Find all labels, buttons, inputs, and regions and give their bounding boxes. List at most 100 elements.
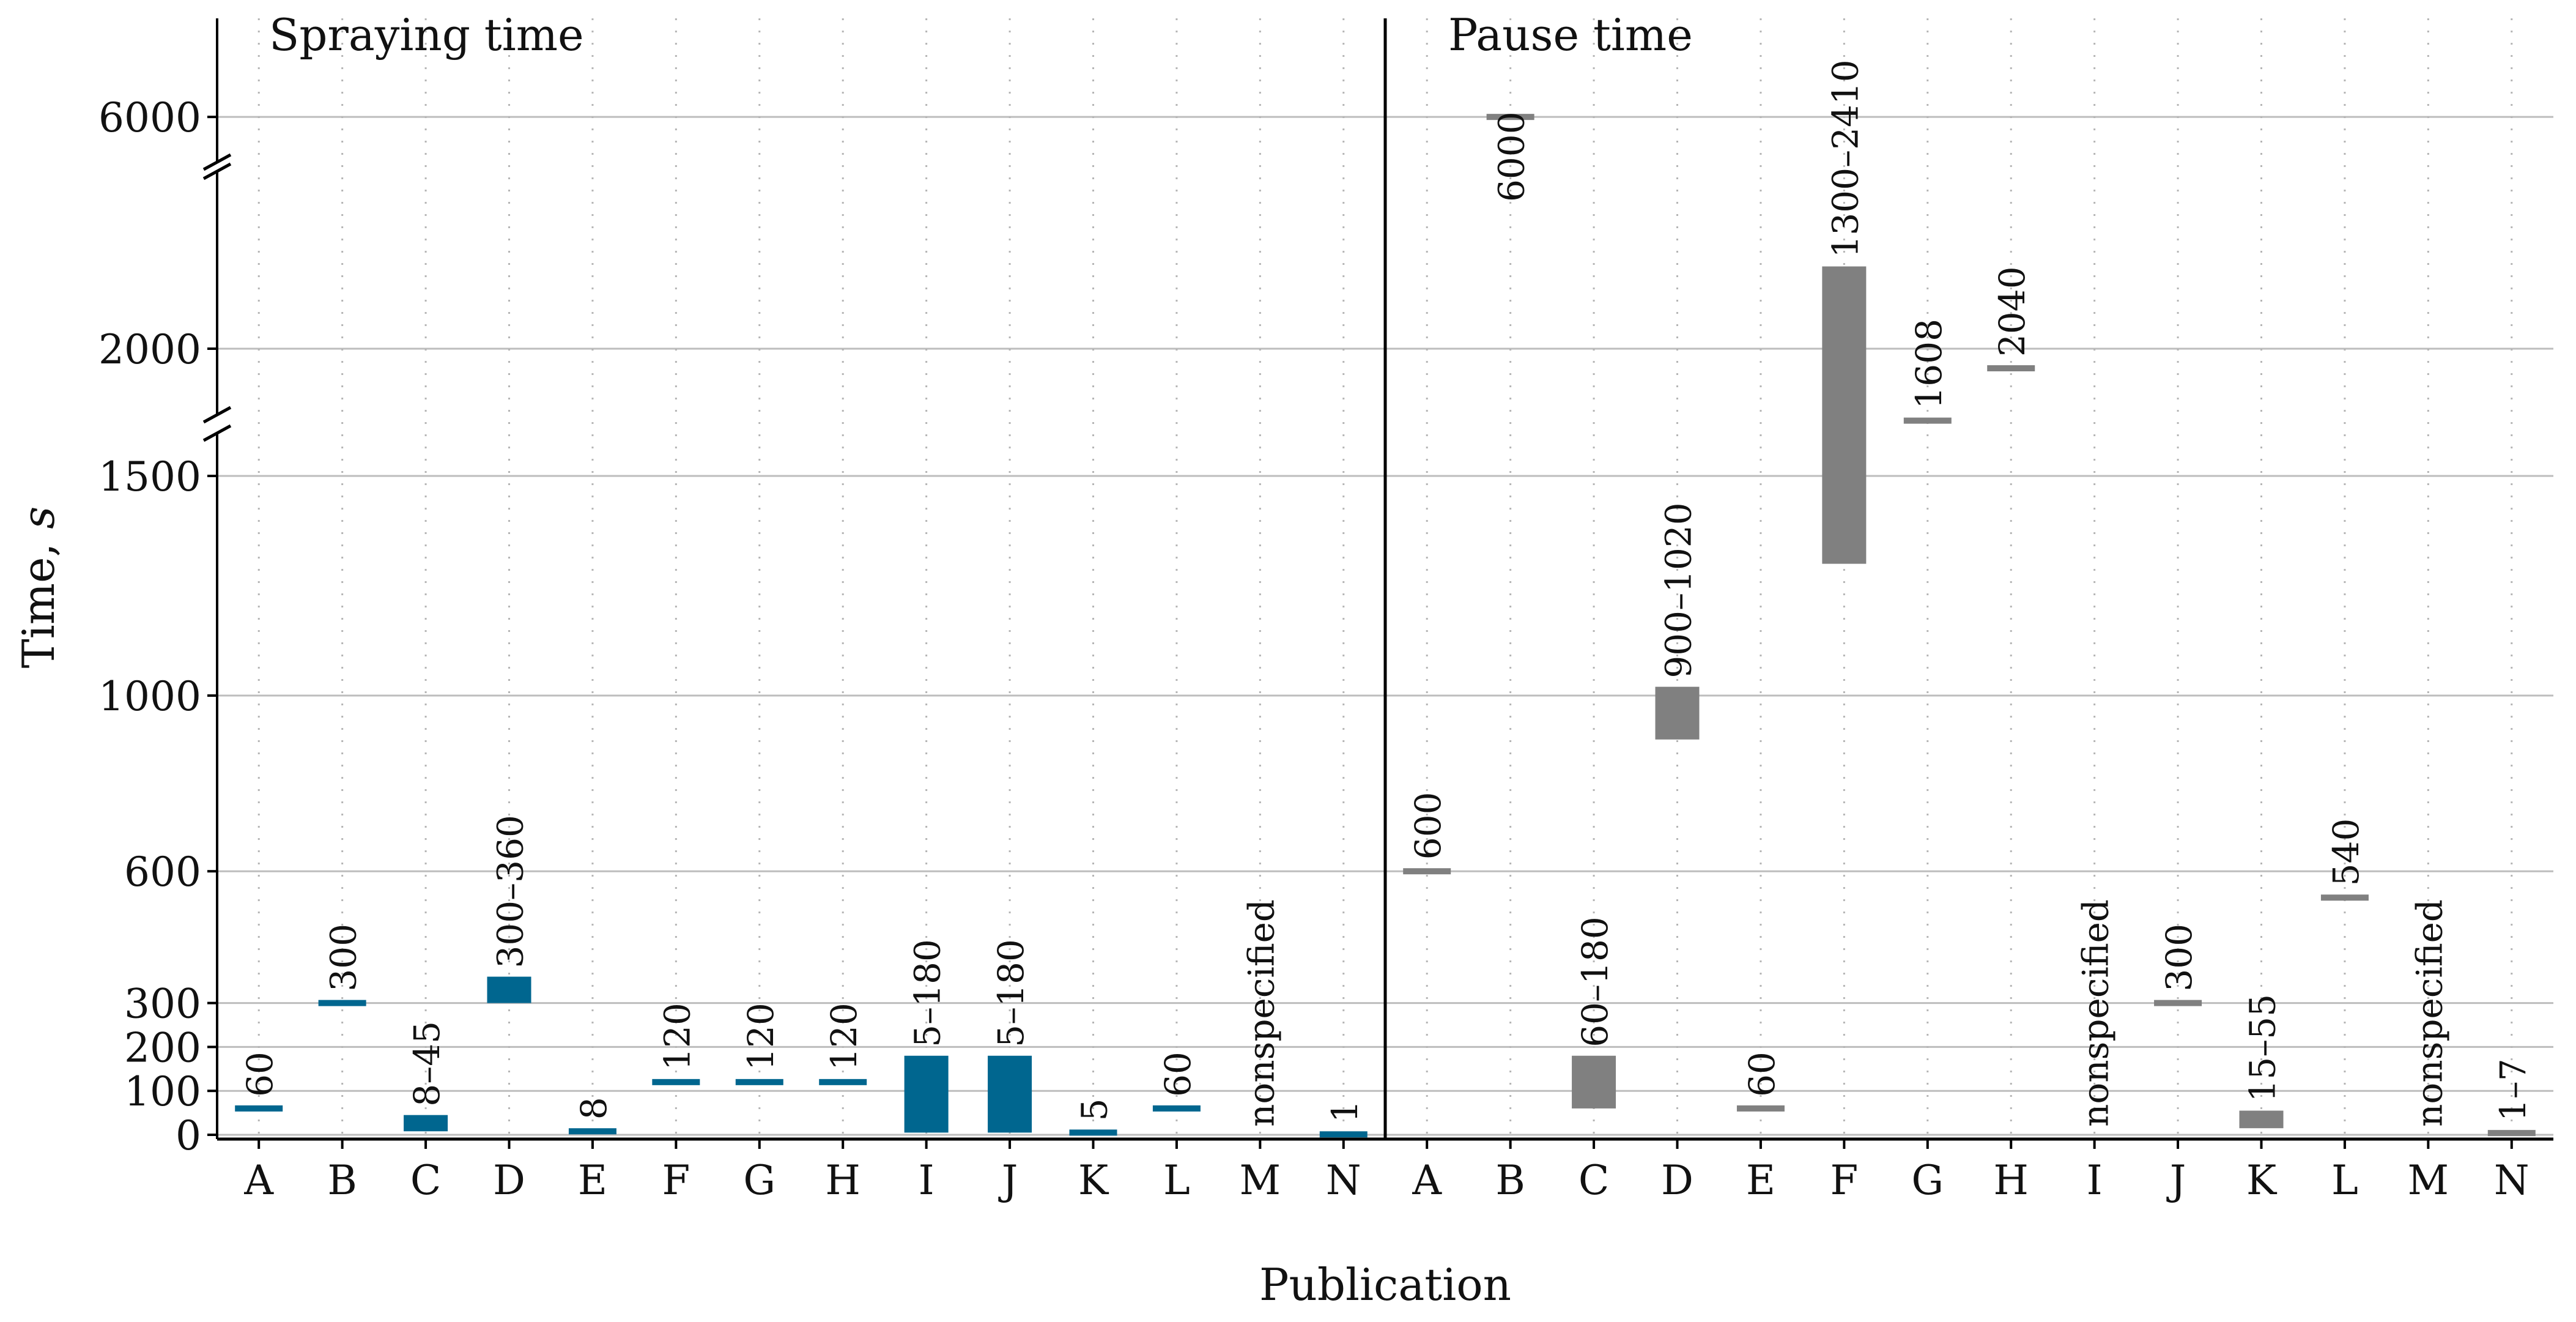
value-label: 120 (823, 1003, 865, 1071)
x-tick-label: B (327, 1157, 357, 1204)
x-tick-label: E (578, 1157, 607, 1204)
x-tick-label: H (825, 1157, 861, 1204)
y-tick-label: 0 (176, 1112, 201, 1159)
range-bar (2320, 894, 2369, 901)
x-tick-label: M (1240, 1157, 1281, 1204)
range-bar (819, 1079, 867, 1085)
range-bar (1486, 114, 1534, 121)
x-tick-label: G (1911, 1157, 1944, 1204)
value-label: 2040 (1991, 266, 2033, 357)
x-tick-label: C (410, 1157, 442, 1204)
x-tick-label: H (1993, 1157, 2029, 1204)
range-bar (2239, 1110, 2284, 1129)
range-bar (1987, 365, 2035, 371)
range-bar (1069, 1129, 1117, 1136)
x-tick-label: D (493, 1157, 525, 1204)
value-label: 1 (1324, 1100, 1366, 1123)
x-tick-label: K (1078, 1157, 1109, 1204)
x-tick-label: C (1579, 1157, 1610, 1204)
range-bar (904, 1055, 949, 1133)
axis-break-mark (202, 424, 232, 442)
range-bar (2154, 1000, 2202, 1006)
x-tick-label: B (1495, 1157, 1525, 1204)
x-tick-label: A (243, 1157, 274, 1204)
range-bar (1319, 1131, 1368, 1138)
bars-layer (235, 114, 2536, 1138)
value-label: 15–55 (2242, 994, 2284, 1102)
axes-layer: Spraying time Pause time Time, s Publica… (13, 9, 2553, 1310)
range-bar (988, 1055, 1032, 1133)
x-tick-label: M (2408, 1157, 2449, 1204)
y-axis-label-unit: s (13, 507, 64, 529)
range-bar (1655, 686, 1700, 740)
range-bar (1403, 868, 1451, 875)
axis-break-mark (202, 153, 232, 171)
y-axis-label-text: Time, (13, 529, 64, 669)
value-label: 1300–2410 (1824, 59, 1866, 258)
value-label: nonspecified (2075, 899, 2117, 1127)
x-tick-label: F (1830, 1157, 1858, 1204)
x-tick-label: F (662, 1157, 690, 1204)
value-label: 5 (1074, 1099, 1116, 1121)
value-label: nonspecified (1240, 899, 1282, 1127)
value-label: 60 (1741, 1052, 1783, 1097)
labels-layer: 60 300 8–45 300–360 8 120 120 120 5–180 5–180 5 60 n… (239, 59, 2534, 1127)
x-tick-label: D (1661, 1157, 1693, 1204)
x-axis-label: Publication (1259, 1259, 1511, 1310)
y-tick-label: 2000 (98, 326, 201, 373)
value-label: 8 (573, 1097, 615, 1120)
range-bar (1572, 1055, 1616, 1108)
value-label: 120 (656, 1003, 698, 1071)
y-tick-label: 1500 (98, 453, 201, 500)
x-tick-label: J (998, 1157, 1018, 1204)
value-label: 120 (740, 1003, 782, 1071)
value-label: 60 (1157, 1052, 1199, 1097)
value-label: 5–180 (907, 939, 949, 1047)
y-tick-label: 100 (124, 1068, 201, 1115)
range-bar (235, 1105, 283, 1112)
axis-break-mark (202, 162, 232, 180)
value-label: 900–1020 (1658, 502, 1700, 678)
x-tick-label: L (2331, 1157, 2358, 1204)
x-tick-label: I (2087, 1157, 2103, 1204)
y-tick-label: 6000 (98, 94, 201, 141)
range-bar (1903, 417, 1952, 424)
range-bar (1736, 1105, 1785, 1112)
value-label: 600 (1407, 792, 1449, 860)
range-bar (652, 1079, 700, 1085)
y-tick-label: 200 (124, 1024, 201, 1071)
x-tick-label: E (1746, 1157, 1775, 1204)
x-tick-label: I (919, 1157, 935, 1204)
value-label: 60–180 (1574, 916, 1616, 1047)
range-bar (404, 1115, 448, 1132)
range-bar (1822, 266, 1867, 564)
x-tick-label: A (1412, 1157, 1442, 1204)
value-label: 8–45 (406, 1021, 448, 1107)
panel-title-pause: Pause time (1448, 9, 1693, 61)
y-tick-label: 1000 (98, 673, 201, 720)
value-label: 1608 (1908, 319, 1950, 409)
range-bar (2487, 1130, 2536, 1137)
x-tick-label: K (2246, 1157, 2278, 1204)
range-bar (568, 1128, 616, 1135)
x-tick-label: L (1163, 1157, 1190, 1204)
value-label: nonspecified (2408, 899, 2450, 1127)
range-bar (1152, 1105, 1201, 1112)
value-label: 1–7 (2492, 1058, 2534, 1121)
range-bar (487, 976, 531, 1003)
value-label: 300–360 (490, 815, 531, 968)
y-axis-label: Time, s (13, 507, 64, 669)
x-tick-label: N (1326, 1157, 1361, 1204)
value-label: 5–180 (990, 939, 1032, 1047)
range-bar (318, 1000, 366, 1006)
axis-break-mark (202, 406, 232, 424)
value-label: 60 (239, 1052, 281, 1097)
x-tick-label: G (743, 1157, 775, 1204)
value-label: 300 (2158, 924, 2200, 992)
value-label: 300 (323, 924, 365, 992)
range-bar (735, 1079, 783, 1085)
y-tick-label: 600 (124, 849, 201, 896)
y-tick-label: 300 (124, 981, 201, 1028)
x-tick-label: N (2494, 1157, 2530, 1204)
